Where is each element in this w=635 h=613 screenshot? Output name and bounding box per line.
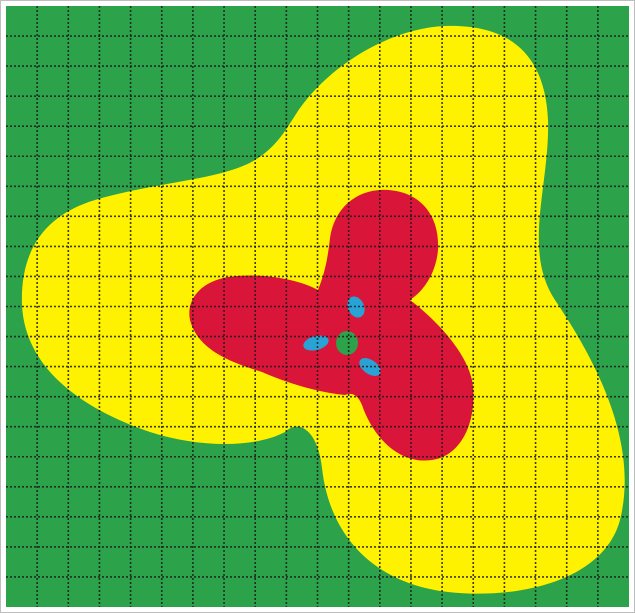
middle-red-region bbox=[189, 189, 474, 461]
grid-lines bbox=[6, 6, 629, 607]
center-green-core bbox=[336, 331, 358, 355]
inner-blue-lobe-left bbox=[303, 335, 329, 351]
